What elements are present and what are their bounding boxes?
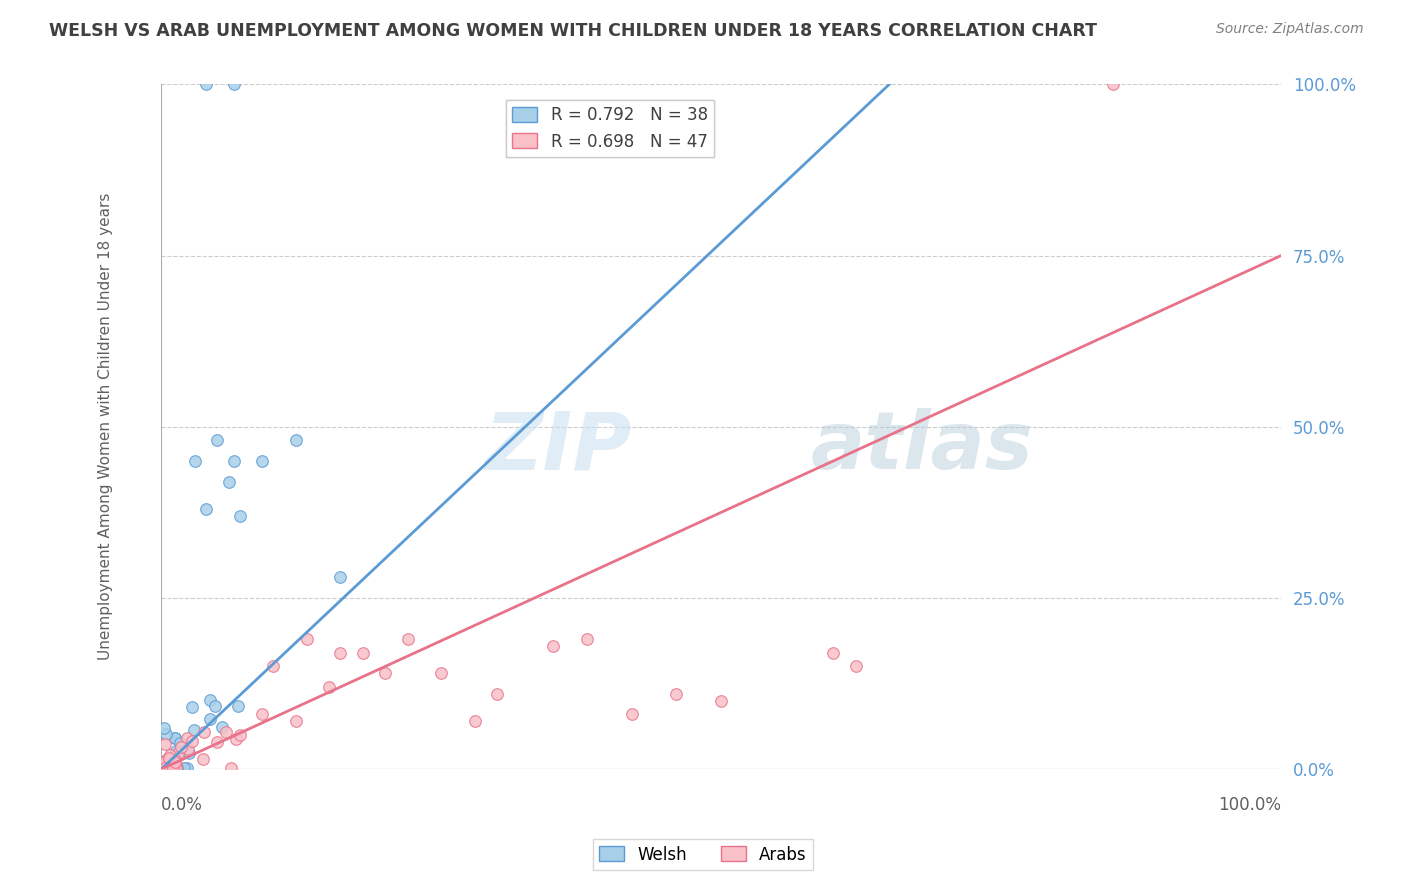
Welsh	[207, 434, 229, 448]
Welsh	[156, 761, 179, 775]
Arabs	[159, 761, 181, 775]
Arabs	[153, 737, 176, 751]
Welsh	[224, 454, 246, 468]
Arabs	[575, 632, 598, 646]
Arabs	[464, 714, 486, 728]
Arabs	[486, 687, 509, 701]
Welsh	[184, 454, 207, 468]
Arabs	[823, 646, 845, 660]
Text: WELSH VS ARAB UNEMPLOYMENT AMONG WOMEN WITH CHILDREN UNDER 18 YEARS CORRELATION : WELSH VS ARAB UNEMPLOYMENT AMONG WOMEN W…	[49, 22, 1097, 40]
Welsh	[166, 761, 188, 775]
Arabs	[295, 632, 318, 646]
Text: Unemployment Among Women with Children Under 18 years: Unemployment Among Women with Children U…	[98, 193, 112, 660]
Welsh	[156, 761, 179, 775]
Welsh	[165, 731, 187, 746]
Welsh	[153, 721, 176, 735]
Text: ZIP: ZIP	[484, 409, 631, 486]
Welsh	[152, 761, 174, 775]
Arabs	[191, 752, 214, 766]
Welsh	[155, 727, 177, 741]
Welsh	[204, 698, 226, 713]
Arabs	[284, 714, 307, 728]
Welsh	[173, 761, 195, 775]
Welsh	[152, 761, 174, 775]
Arabs	[152, 756, 174, 771]
Text: 100.0%: 100.0%	[1218, 797, 1281, 814]
Welsh	[166, 761, 188, 775]
Welsh	[195, 502, 218, 516]
Arabs	[329, 646, 352, 660]
Arabs	[710, 693, 733, 707]
Arabs	[1102, 78, 1125, 92]
Welsh	[329, 570, 352, 584]
Arabs	[180, 734, 202, 748]
Arabs	[193, 725, 215, 739]
Arabs	[162, 761, 184, 775]
Arabs	[262, 659, 284, 673]
Arabs	[541, 639, 564, 653]
Arabs	[250, 707, 273, 722]
Arabs	[153, 755, 176, 769]
Arabs	[167, 746, 190, 760]
Arabs	[318, 680, 340, 694]
Arabs	[155, 761, 177, 775]
Arabs	[170, 739, 193, 754]
Welsh	[157, 761, 180, 775]
Text: 0.0%: 0.0%	[162, 797, 204, 814]
Arabs	[430, 666, 453, 681]
Welsh	[224, 78, 246, 92]
Arabs	[665, 687, 688, 701]
Arabs	[157, 751, 180, 765]
Welsh	[198, 693, 221, 707]
Welsh	[180, 699, 202, 714]
Welsh	[183, 723, 205, 738]
Welsh	[198, 712, 221, 726]
Arabs	[163, 755, 186, 769]
Arabs	[225, 732, 247, 747]
Welsh	[226, 699, 249, 714]
Arabs	[156, 752, 179, 766]
Arabs	[165, 753, 187, 767]
Arabs	[845, 659, 868, 673]
Arabs	[374, 666, 396, 681]
Welsh	[169, 736, 191, 750]
Welsh	[228, 508, 250, 523]
Arabs	[215, 724, 238, 739]
Welsh	[250, 454, 273, 468]
Text: atlas: atlas	[811, 409, 1033, 486]
Welsh	[211, 720, 233, 734]
Welsh	[165, 744, 187, 758]
Arabs	[219, 761, 242, 775]
Arabs	[159, 761, 181, 775]
Arabs	[176, 731, 198, 746]
Welsh	[160, 761, 183, 775]
Arabs	[165, 756, 187, 771]
Welsh	[162, 756, 184, 771]
Legend: R = 0.792   N = 38, R = 0.698   N = 47: R = 0.792 N = 38, R = 0.698 N = 47	[506, 100, 714, 157]
Welsh	[195, 78, 218, 92]
Arabs	[177, 742, 200, 756]
Arabs	[159, 748, 181, 763]
Arabs	[228, 728, 250, 742]
Welsh	[179, 746, 201, 760]
Welsh	[162, 752, 184, 766]
Welsh	[152, 761, 174, 775]
Arabs	[396, 632, 419, 646]
Welsh	[284, 434, 307, 448]
Arabs	[165, 761, 187, 775]
Welsh	[152, 761, 174, 775]
Welsh	[165, 731, 187, 745]
Arabs	[159, 755, 181, 769]
Text: Source: ZipAtlas.com: Source: ZipAtlas.com	[1216, 22, 1364, 37]
Arabs	[620, 707, 643, 722]
Arabs	[207, 735, 229, 749]
Welsh	[218, 475, 240, 489]
Legend: Welsh, Arabs: Welsh, Arabs	[593, 839, 813, 871]
Arabs	[352, 646, 374, 660]
Welsh	[176, 761, 198, 775]
